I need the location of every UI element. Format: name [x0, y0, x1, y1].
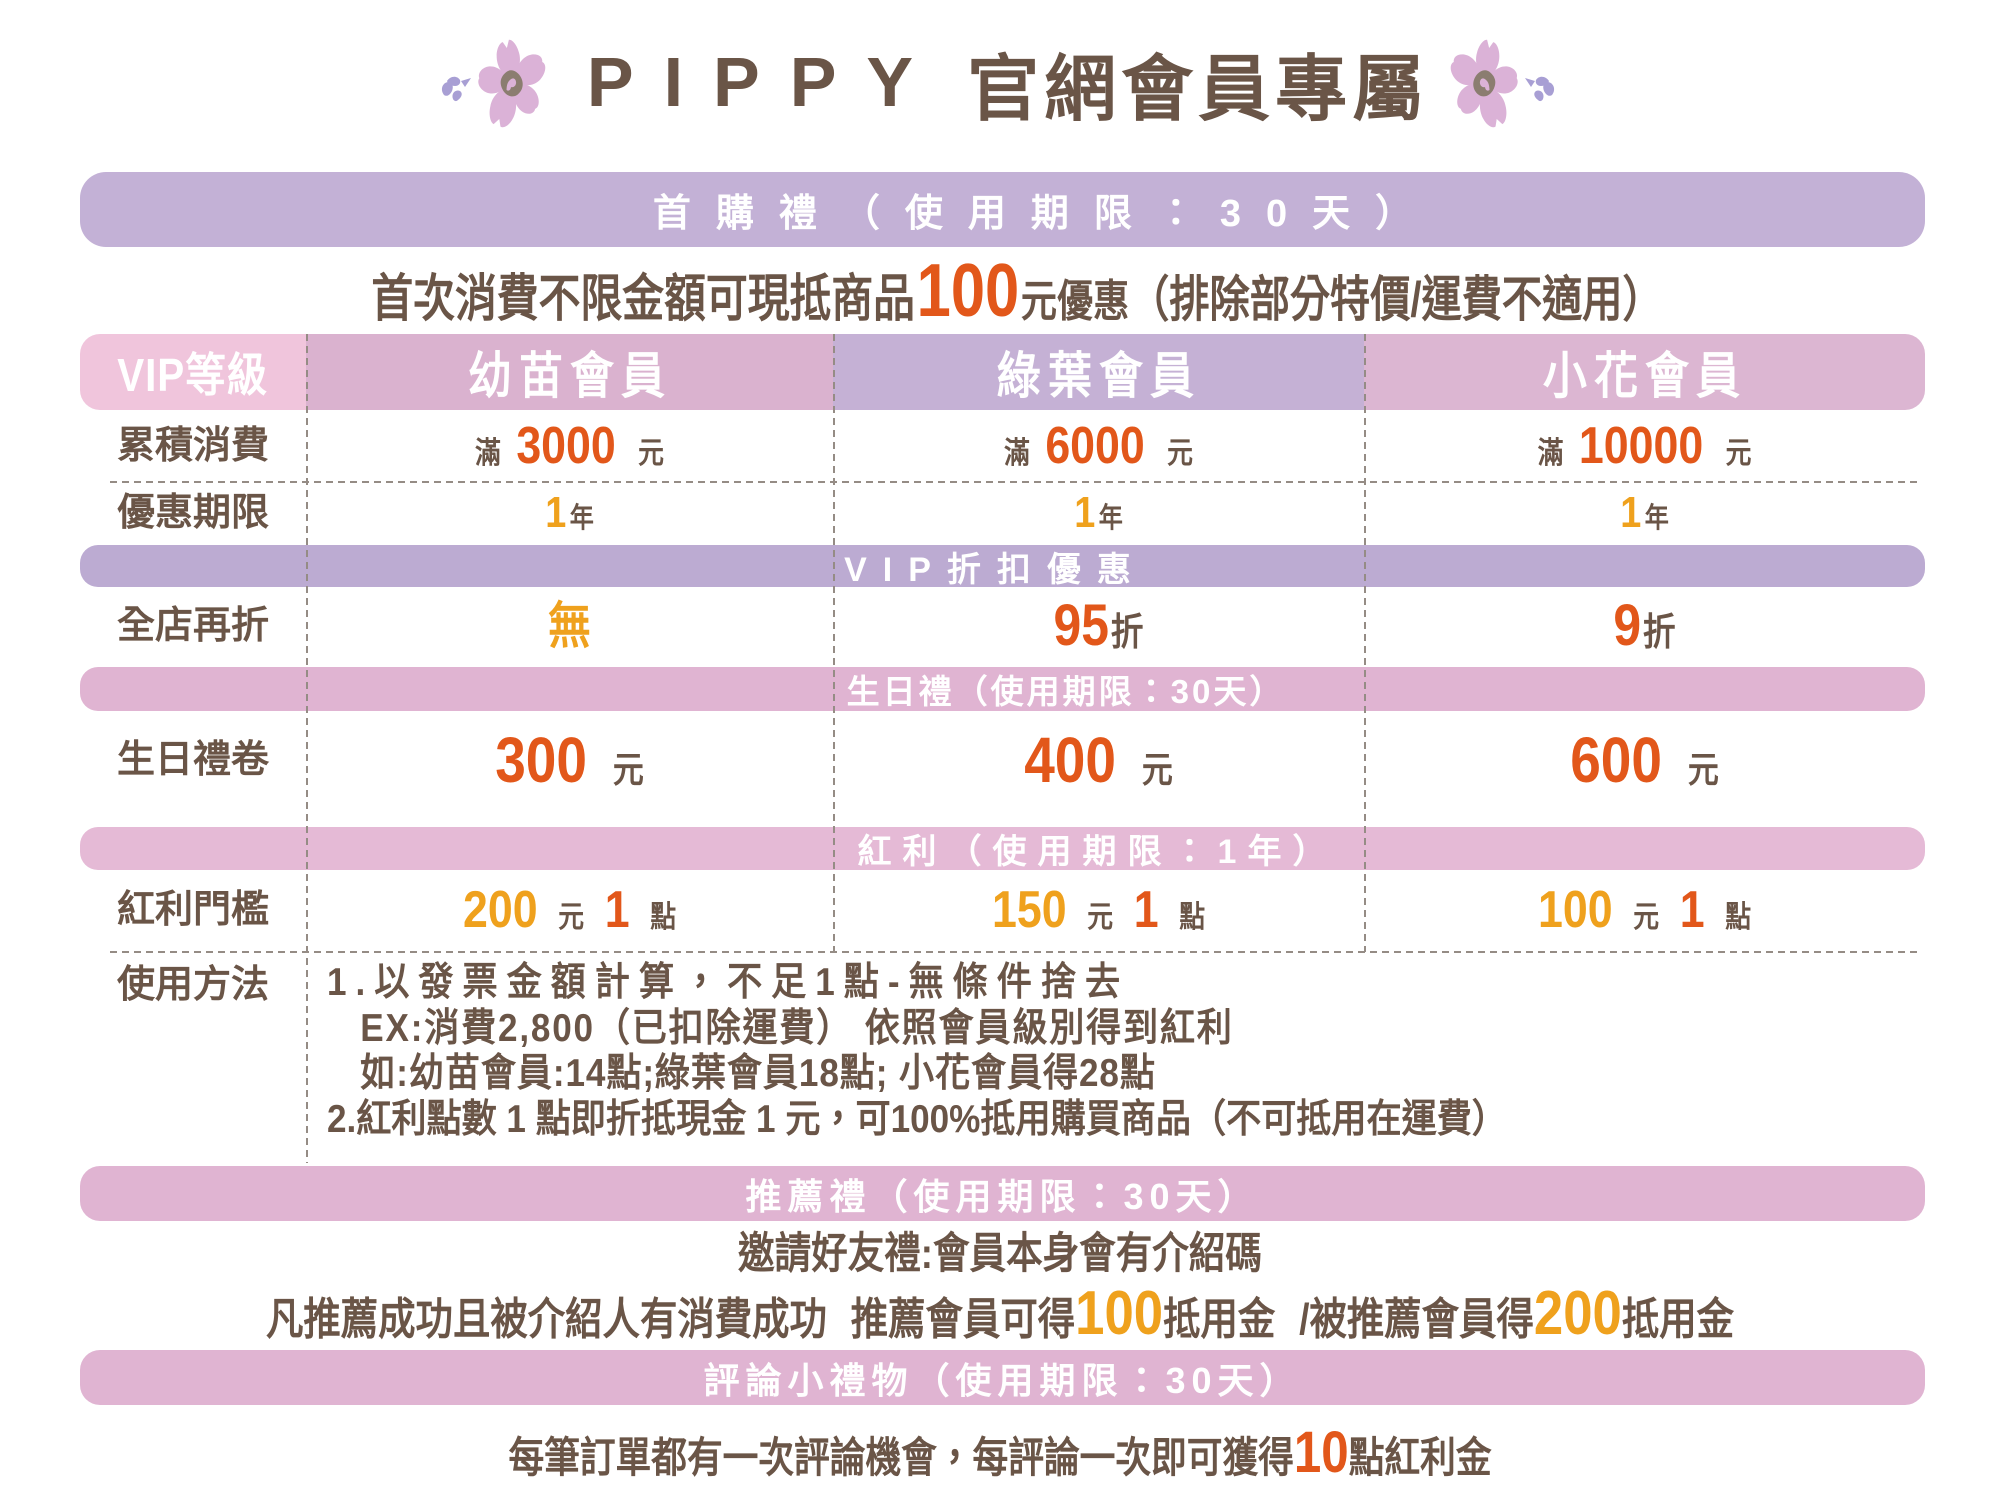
referral-invite-line: 邀請好友禮:會員本身會有介紹碼 [738, 1230, 1262, 1278]
usage-line-4: 2.紅利點數 1 點即折抵現金 1 元，可100%抵用購買商品（不可抵用在運費） [327, 1097, 1507, 1141]
cell-discount-flower: 9折 [1613, 593, 1676, 658]
divider-col-2 [833, 334, 835, 952]
cell-spend-leaf: 滿 6000 元 [1004, 417, 1193, 475]
divider-spend-period [110, 481, 1921, 483]
usage-line-2: EX:消費2,800（已扣除運費） 依照會員級別得到紅利 [360, 1006, 1234, 1050]
banner-bonus-label: 紅利（使用期限：1年） [857, 833, 1338, 871]
banner-first-purchase-label: 首購禮（使用期限：30天） [652, 193, 1439, 235]
divider-col-3 [1364, 334, 1366, 952]
divider-threshold-usage [110, 951, 1921, 953]
title-text: 官網會員專屬 [967, 49, 1430, 130]
cell-discount-seedling: 無 [548, 598, 591, 654]
banner-birthday-gift-label: 生日禮（使用期限：30天） [846, 673, 1286, 710]
intro-paren: （排除部分特價/運費不適用） [1129, 273, 1663, 327]
banner-referral-label: 推薦禮（使用期限：30天） [745, 1175, 1260, 1217]
banner-vip-discount: VIP折扣優惠 [80, 545, 1925, 589]
cell-voucher-flower: 600 元 [1570, 724, 1719, 796]
banner-vip-discount-label: VIP折扣優惠 [844, 550, 1147, 589]
first-purchase-description: 首次消費不限金額可現抵商品100元優惠（排除部分特價/運費不適用） [197, 244, 1837, 336]
row-label-usage: 使用方法 [116, 964, 269, 1006]
banner-referral: 推薦禮（使用期限：30天） [80, 1166, 1925, 1221]
banner-first-purchase: 首購禮（使用期限：30天） [80, 172, 1925, 247]
banner-bonus: 紅利（使用期限：1年） [80, 827, 1925, 871]
sprig-icon [441, 76, 471, 102]
referral-reward-line: 凡推薦成功且被介紹人有消費成功 推薦會員可得100抵用金/被推薦會員得200抵用金 [265, 1279, 1735, 1348]
usage-instructions: 1.以發票金額計算，不足1點-無條件捨去 EX:消費2,800（已扣除運費） 依… [327, 960, 1767, 1142]
cell-threshold-flower: 100 元 1 點 [1537, 881, 1752, 939]
intro-prefix: 首次消費不限金額可現抵商品 [371, 270, 916, 327]
cell-threshold-seedling: 200 元 1 點 [462, 881, 677, 939]
cell-voucher-leaf: 400 元 [1024, 724, 1173, 796]
intro-amount: 100 [916, 248, 1020, 332]
banner-review-gift: 評論小禮物（使用期限：30天） [80, 1350, 1925, 1405]
page-title: PIPPY 官網會員專屬 [8, 34, 2000, 130]
cell-voucher-seedling: 300 元 [495, 724, 644, 796]
usage-line-3: 如:幼苗會員:14點;綠葉會員18點; 小花會員得28點 [360, 1052, 1156, 1095]
flower-left-icon [441, 39, 546, 128]
cell-threshold-leaf: 150 元 1 點 [991, 881, 1206, 939]
sprig-icon [1525, 76, 1555, 102]
row-label-period: 優惠期限 [116, 492, 269, 534]
intro-mid: 元優惠 [1020, 277, 1130, 326]
row-label-spend: 累積消費 [116, 425, 269, 467]
banner-birthday-gift: 生日禮（使用期限：30天） [80, 667, 1925, 711]
row-label-bonus-threshold: 紅利門檻 [116, 889, 269, 931]
row-label-birthday-voucher: 生日禮卷 [116, 739, 269, 781]
usage-line-1: 1.以發票金額計算，不足1點-無條件捨去 [327, 961, 1130, 1004]
banner-review-gift-label: 評論小禮物（使用期限：30天） [703, 1359, 1302, 1401]
cell-discount-leaf: 95折 [1053, 593, 1144, 658]
header-leaf-member: 綠葉會員 [833, 334, 1364, 410]
cell-spend-seedling: 滿 3000 元 [475, 417, 664, 475]
brand-name: PIPPY [586, 43, 944, 121]
header-flower-member: 小花會員 [1364, 334, 1925, 410]
divider-col-1 [306, 334, 308, 1163]
header-seedling-member: 幼苗會員 [306, 334, 833, 410]
header-vip-level: VIP等級 [80, 334, 306, 410]
flower-right-icon [1450, 39, 1555, 128]
cell-spend-flower: 滿 10000 元 [1537, 417, 1752, 475]
review-reward-line: 每筆訂單都有一次評論機會，每評論一次即可獲得10點紅利金 [508, 1420, 1492, 1485]
row-label-discount: 全店再折 [116, 605, 269, 647]
